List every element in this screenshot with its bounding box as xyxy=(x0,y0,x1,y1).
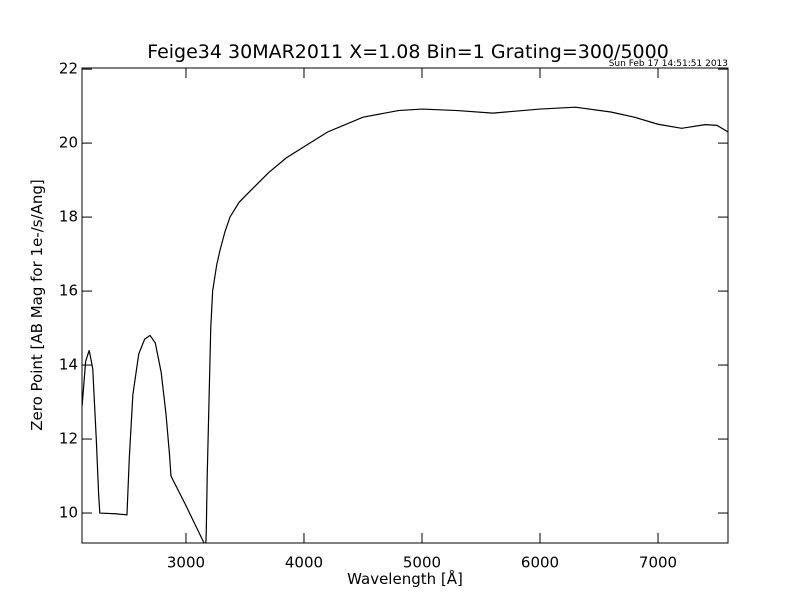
x-tick-label: 5000 xyxy=(403,554,441,572)
x-tick-label: 3000 xyxy=(167,554,205,572)
x-tick-label: 4000 xyxy=(285,554,323,572)
data-line xyxy=(82,106,728,543)
y-tick-label: 18 xyxy=(59,208,78,226)
timestamp: Sun Feb 17 14:51:51 2013 xyxy=(609,59,728,69)
chart-title: Feige34 30MAR2011 X=1.08 Bin=1 Grating=3… xyxy=(147,41,669,63)
x-axis-label: Wavelength [Å] xyxy=(347,569,463,588)
y-tick-label: 22 xyxy=(59,60,78,78)
plot-area xyxy=(82,106,728,543)
y-axis-label: Zero Point [AB Mag for 1e-/s/Ang] xyxy=(28,179,46,431)
y-tick-label: 12 xyxy=(59,430,78,448)
x-tick-label: 6000 xyxy=(521,554,559,572)
x-tick-label: 7000 xyxy=(639,554,677,572)
plot-frame xyxy=(81,67,729,544)
y-tick-label: 16 xyxy=(59,282,78,300)
y-tick-label: 14 xyxy=(59,356,78,374)
y-tick-label: 10 xyxy=(59,504,78,522)
y-tick-label: 20 xyxy=(59,134,78,152)
